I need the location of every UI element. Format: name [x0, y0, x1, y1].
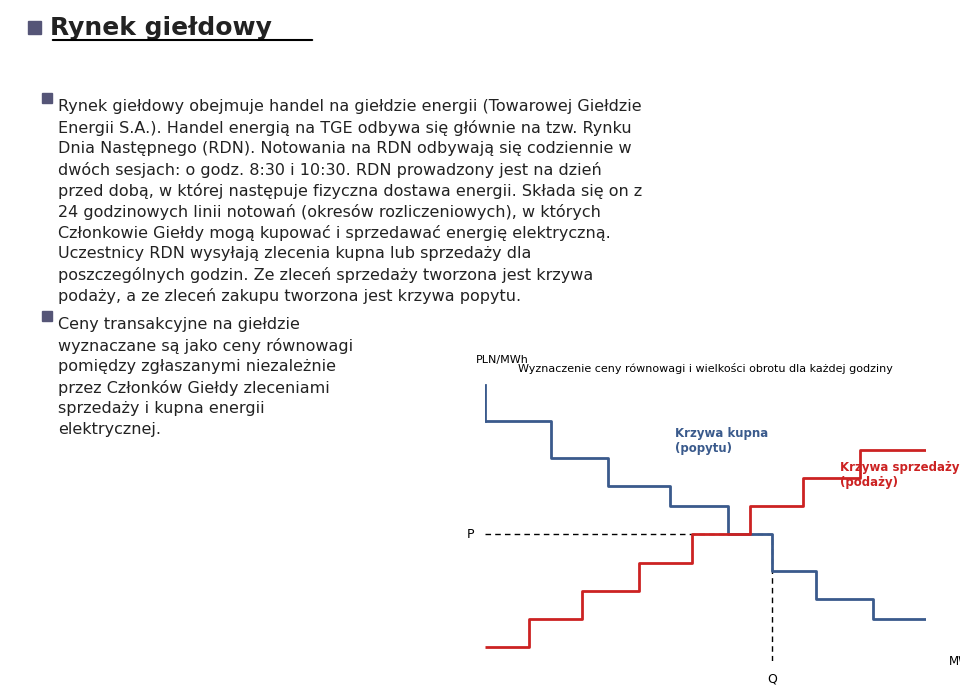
Text: Krzywa kupna
(popytu): Krzywa kupna (popytu): [675, 427, 768, 455]
Text: Krzywa sprzedaży
(podaży): Krzywa sprzedaży (podaży): [840, 461, 960, 489]
Text: sprzedaży i kupna energii: sprzedaży i kupna energii: [58, 401, 265, 416]
Title: Wyznaczenie ceny równowagi i wielkości obrotu dla każdej godziny: Wyznaczenie ceny równowagi i wielkości o…: [518, 363, 893, 374]
Text: Q: Q: [767, 672, 777, 686]
Text: Dnia Następnego (RDN). Notowania na RDN odbywają się codziennie w: Dnia Następnego (RDN). Notowania na RDN …: [58, 141, 632, 156]
Text: elektrycznej.: elektrycznej.: [58, 422, 161, 437]
Text: P: P: [467, 528, 474, 541]
Text: pomiędzy zgłaszanymi niezależnie: pomiędzy zgłaszanymi niezależnie: [58, 359, 336, 374]
Text: wyznaczane są jako ceny równowagi: wyznaczane są jako ceny równowagi: [58, 338, 353, 354]
Text: przez Członków Giełdy zleceniami: przez Członków Giełdy zleceniami: [58, 380, 329, 396]
Text: przed dobą, w której następuje fizyczna dostawa energii. Składa się on z: przed dobą, w której następuje fizyczna …: [58, 183, 642, 199]
Text: MWh: MWh: [948, 655, 960, 668]
Text: Członkowie Giełdy mogą kupować i sprzedawać energię elektryczną.: Członkowie Giełdy mogą kupować i sprzeda…: [58, 225, 611, 241]
Text: Ceny transakcyjne na giełdzie: Ceny transakcyjne na giełdzie: [58, 317, 300, 332]
Text: dwóch sesjach: o godz. 8:30 i 10:30. RDN prowadzony jest na dzień: dwóch sesjach: o godz. 8:30 i 10:30. RDN…: [58, 162, 602, 178]
Text: 24 godzinowych linii notowań (okresów rozliczeniowych), w których: 24 godzinowych linii notowań (okresów ro…: [58, 204, 601, 220]
Bar: [42, 311, 52, 321]
Text: Rynek giełdowy: Rynek giełdowy: [50, 16, 272, 40]
Bar: [42, 93, 52, 103]
Text: Energii S.A.). Handel energią na TGE odbywa się głównie na tzw. Rynku: Energii S.A.). Handel energią na TGE odb…: [58, 120, 632, 136]
Text: poszczególnych godzin. Ze zleceń sprzedaży tworzona jest krzywa: poszczególnych godzin. Ze zleceń sprzeda…: [58, 267, 593, 283]
Text: PLN/MWh: PLN/MWh: [476, 355, 529, 365]
Text: Uczestnicy RDN wysyłają zlecenia kupna lub sprzedaży dla: Uczestnicy RDN wysyłają zlecenia kupna l…: [58, 246, 532, 261]
Bar: [28, 21, 41, 34]
Text: podaży, a ze zleceń zakupu tworzona jest krzywa popytu.: podaży, a ze zleceń zakupu tworzona jest…: [58, 288, 521, 304]
Text: Rynek giełdowy obejmuje handel na giełdzie energii (Towarowej Giełdzie: Rynek giełdowy obejmuje handel na giełdz…: [58, 99, 641, 114]
